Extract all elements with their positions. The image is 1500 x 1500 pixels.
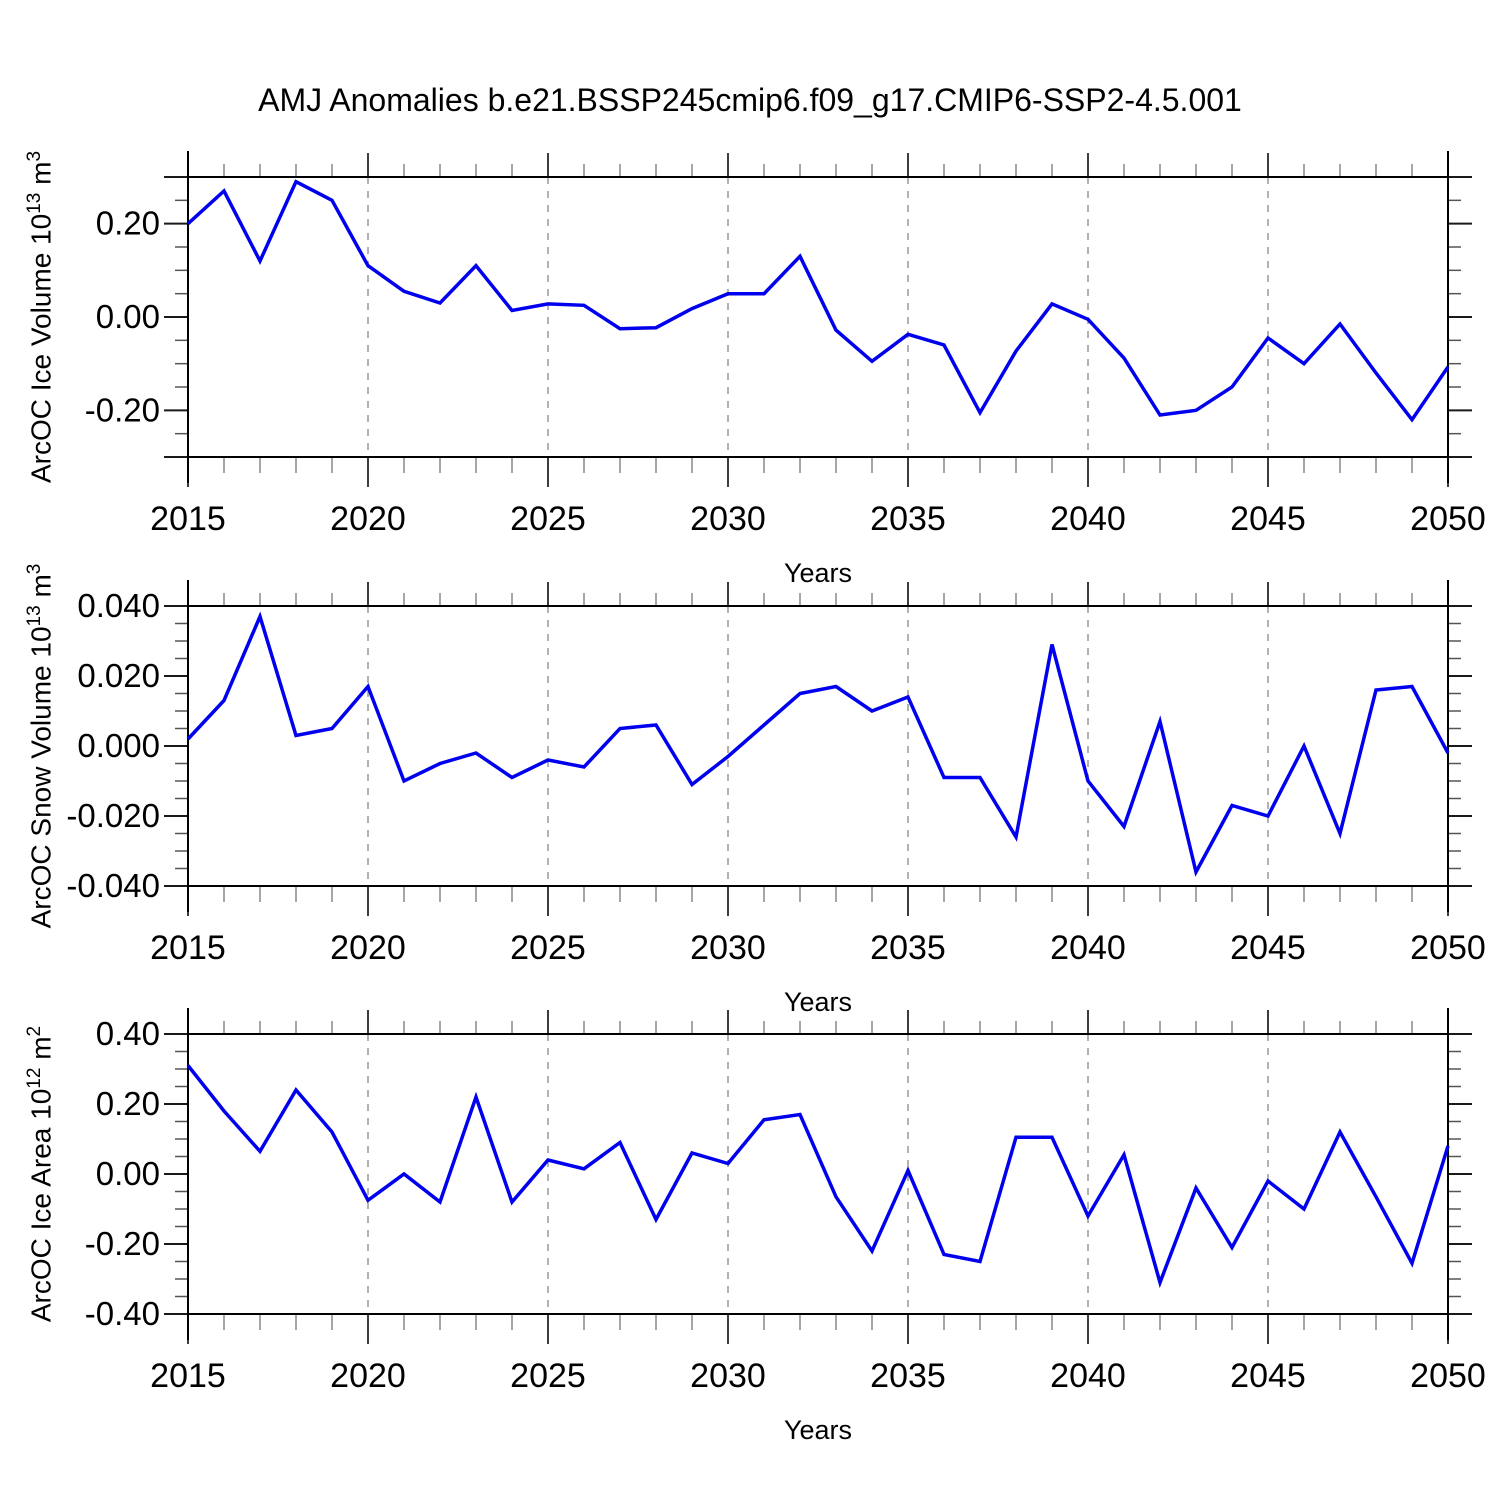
x-tick-label: 2030	[690, 929, 766, 967]
y-axis-title-text: ArcOC Ice Area 10	[25, 1088, 57, 1323]
y-tick-label: 0.040	[77, 587, 160, 624]
snow-volume-plot-area: 0.040 0.020 0.000 -0.020 -0.040 2015 2020 2025 2…	[66, 580, 1486, 967]
data-line-series	[186, 179, 1450, 423]
x-tick-label: 2030	[690, 500, 766, 538]
x-tick-label: 2025	[510, 929, 586, 967]
x-tick-label: 2020	[330, 1357, 406, 1395]
y-tick-label: -0.040	[66, 867, 160, 904]
x-tick-label: 2020	[330, 500, 406, 538]
chart-title: AMJ Anomalies b.e21.BSSP245cmip6.f09_g17…	[258, 82, 1242, 118]
y-tick-label: 0.40	[96, 1015, 160, 1052]
x-tick-label: 2035	[870, 500, 946, 538]
y-tick-label: 0.00	[96, 1155, 160, 1192]
x-axis-title: Years	[784, 987, 852, 1017]
y-axis-title-unit-exponent: 3	[24, 563, 45, 575]
ice-area-chart: 0.40 0.20 0.00 -0.20 -0.40 2015 2020 2025 2030 20…	[85, 1008, 1486, 1445]
y-tick-label: 0.20	[96, 205, 160, 242]
y-tick-label: -0.020	[66, 797, 160, 834]
x-tick-label: 2040	[1050, 500, 1126, 538]
y-axis-title-exponent: 13	[24, 192, 45, 214]
x-tick-label: 2040	[1050, 1357, 1126, 1395]
y-tick-label: 0.20	[96, 1085, 160, 1122]
x-tick-label: 2045	[1230, 500, 1306, 538]
y-axis-title-exponent: 13	[24, 605, 45, 627]
y-axis-title-text: ArcOC Ice Volume 10	[25, 213, 57, 484]
x-tick-label: 2020	[330, 929, 406, 967]
data-line-series	[186, 1064, 1450, 1289]
x-tick-label: 2035	[870, 929, 946, 967]
y-axis-title-unit: m	[25, 1036, 57, 1068]
ice-volume-plot-area: 0.20 0.00 -0.20 2015 2020 2025 2030 2035 2040 204…	[85, 151, 1486, 538]
x-tick-label: 2040	[1050, 929, 1126, 967]
x-tick-label: 2035	[870, 1357, 946, 1395]
y-axis-title-unit-exponent: 2	[24, 1025, 45, 1037]
x-tick-label: 2050	[1410, 500, 1486, 538]
y-axis-title: ArcOC Ice Area 1012 m2	[24, 874, 68, 1474]
x-tick-label: 2045	[1230, 929, 1306, 967]
x-tick-label: 2025	[510, 1357, 586, 1395]
y-axis-title-unit: m	[25, 574, 57, 606]
ice-volume-chart: 0.20 0.00 -0.20 2015 2020 2025 2030 2035 2040 204…	[85, 151, 1486, 588]
y-axis-title-unit-exponent: 3	[24, 150, 45, 162]
y-tick-label: 0.000	[77, 727, 160, 764]
ice-area-plot-area: 0.40 0.20 0.00 -0.20 -0.40 2015 2020 2025 2030 20…	[85, 1008, 1486, 1395]
y-tick-label: 0.00	[96, 298, 160, 335]
x-tick-label: 2030	[690, 1357, 766, 1395]
x-axis-title: Years	[784, 558, 852, 588]
y-axis-title-unit: m	[25, 161, 57, 193]
x-tick-label: 2045	[1230, 1357, 1306, 1395]
x-tick-label: 2025	[510, 500, 586, 538]
data-line-series	[186, 611, 1450, 877]
x-tick-label: 2050	[1410, 929, 1486, 967]
x-tick-label: 2050	[1410, 1357, 1486, 1395]
snow-volume-chart: 0.040 0.020 0.000 -0.020 -0.040 2015 2020 2025 2…	[66, 580, 1486, 1017]
y-axis-title-exponent: 12	[24, 1067, 45, 1089]
y-tick-label: 0.020	[77, 657, 160, 694]
x-tick-label: 2015	[150, 929, 226, 967]
y-tick-label: -0.20	[85, 1225, 160, 1262]
x-tick-label: 2015	[150, 500, 226, 538]
y-tick-label: -0.20	[85, 391, 160, 428]
x-tick-label: 2015	[150, 1357, 226, 1395]
y-tick-label: -0.40	[85, 1295, 160, 1332]
x-axis-title: Years	[784, 1415, 852, 1445]
